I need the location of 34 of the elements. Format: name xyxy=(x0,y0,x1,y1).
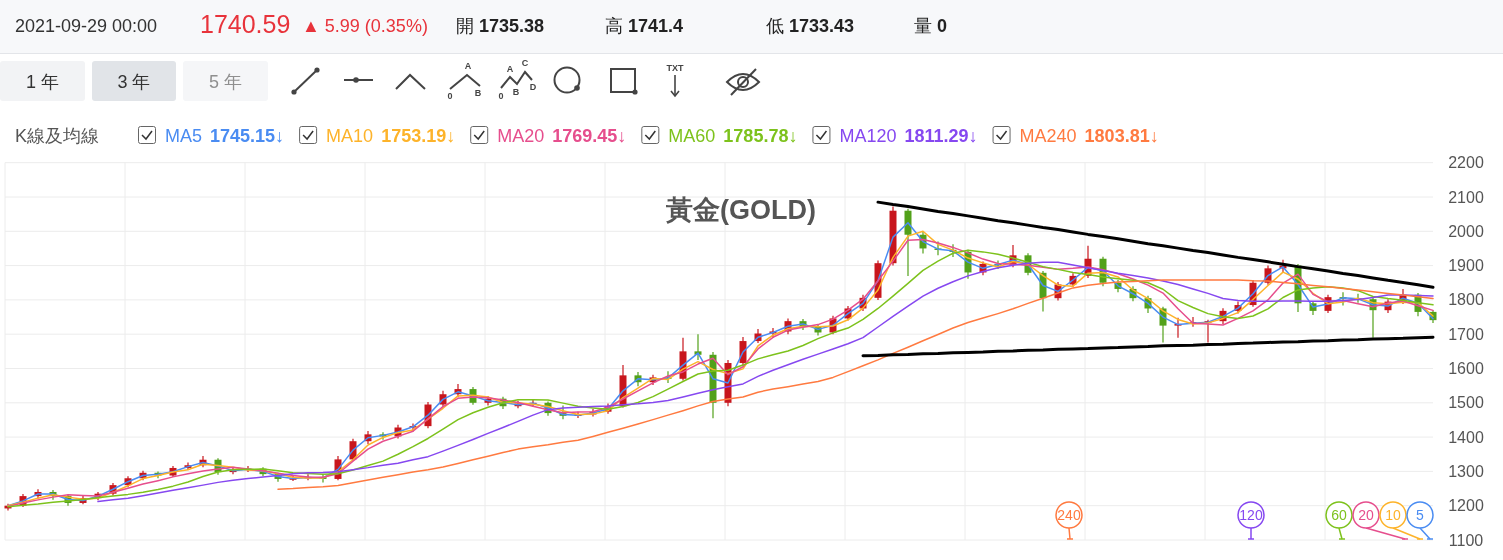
text: C xyxy=(521,58,529,68)
annotation: 20 xyxy=(1358,507,1374,523)
annotation: 120 xyxy=(1239,507,1263,523)
text: A xyxy=(464,61,472,71)
header: 2021-09-29 00:00 1740.59 ▲ 5.99 (0.35%) 開 1735.38 高 1741.4 低 1733.43 量 0 xyxy=(15,10,948,38)
y-tick-label: 2000 xyxy=(1448,222,1484,240)
text: D xyxy=(529,82,537,92)
annotation: 5 xyxy=(1416,507,1425,523)
y-tick-label: 1600 xyxy=(1448,360,1484,377)
y-tick-label: 1500 xyxy=(1448,394,1484,412)
button: 1 年 xyxy=(0,61,85,101)
text: B xyxy=(474,88,482,98)
annotation: 240 xyxy=(1057,507,1081,523)
button: 3 年 xyxy=(92,61,176,101)
y-tick-label: 1900 xyxy=(1448,257,1484,275)
y-tick-label: 1200 xyxy=(1448,497,1484,515)
annotation: 60 xyxy=(1331,507,1347,523)
y-tick-label: 1400 xyxy=(1448,428,1484,446)
text: A xyxy=(506,64,514,74)
y-tick-label: 1700 xyxy=(1448,325,1484,343)
text: TXT xyxy=(666,63,684,73)
y-tick-label: 1100 xyxy=(1448,531,1484,549)
text: 0 xyxy=(447,91,453,101)
button: 5 年 xyxy=(183,61,268,101)
text: 0 xyxy=(498,91,504,101)
legend: K線及均線 MA5 1745.15↓ MA10 1753.19↓ MA20 1769.45↓ MA60 1785.78↓ MA120 1811.29↓ MA240 1803.81↓ xyxy=(15,126,1159,146)
y-tick-label: 1300 xyxy=(1448,462,1484,480)
y-tick-label: 1800 xyxy=(1448,291,1484,309)
text: B xyxy=(512,87,520,97)
text: 黃金(GOLD) xyxy=(665,195,816,225)
y-tick-label: 2100 xyxy=(1448,188,1484,206)
legend-title: K線及均線 xyxy=(15,126,100,146)
y-tick-label: 2200 xyxy=(1448,154,1484,172)
annotation: 10 xyxy=(1385,507,1401,523)
